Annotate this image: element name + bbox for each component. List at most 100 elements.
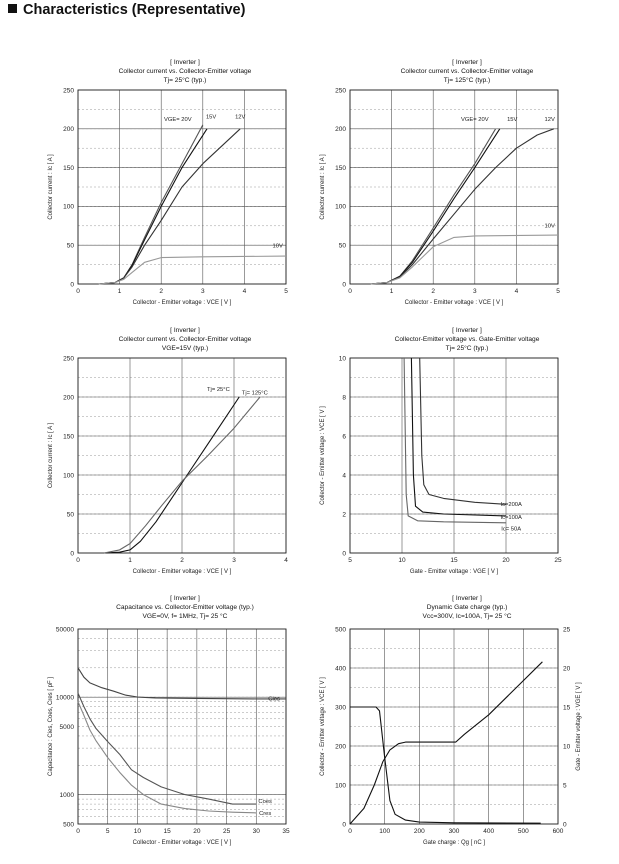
- chart-header: [ Inverter ] Collector current vs. Colle…: [70, 326, 300, 353]
- series-line: [349, 661, 543, 825]
- series-line: [77, 667, 286, 700]
- y-tick-label: 250: [63, 355, 74, 362]
- series-label: 12V: [545, 117, 555, 123]
- chart-header-line: VGE=0V, f= 1MHz, Tj= 25 °C: [142, 613, 228, 620]
- x-tick-label: 100: [379, 828, 390, 835]
- y-tick-label: 4: [342, 472, 346, 479]
- x-tick-label: 5: [284, 288, 288, 295]
- x-tick-label: 20: [193, 828, 201, 835]
- x-axis-label: Gate charge : Qg [ nC ]: [423, 840, 485, 846]
- y-tick-label: 250: [63, 87, 74, 94]
- chart-header: [ Inverter ] Dynamic Gate charge (typ.) …: [352, 594, 582, 621]
- chart-header: [ Inverter ] Collector current vs. Colle…: [352, 58, 582, 85]
- series-label: Coes: [258, 799, 272, 805]
- series-line: [403, 357, 507, 524]
- x-tick-label: 2: [180, 557, 184, 564]
- chart-header-line: [ Inverter ]: [170, 59, 200, 66]
- y-tick-label: 200: [63, 394, 74, 401]
- chart-header-line: Tj= 25°C (typ.): [445, 345, 489, 352]
- series-line: [370, 234, 559, 285]
- y-tick-label: 2: [342, 511, 346, 518]
- y-axis-label: Collector - Emitter voltage : VCE [ V ]: [320, 406, 326, 505]
- chart-plot: 0 1 2 3 4 0 50 100 150 200 250 Collector - Emitter …: [48, 355, 288, 575]
- y2-tick-label: 0: [563, 821, 567, 828]
- chart-header: [ Inverter ] Capacitance vs. Collector-E…: [70, 594, 300, 621]
- chart-header: [ Inverter ] Collector current vs. Colle…: [70, 58, 300, 85]
- y-tick-label: 200: [63, 126, 74, 133]
- page-heading: Characteristics (Representative): [8, 2, 245, 18]
- y-tick-label: 300: [335, 704, 346, 711]
- chart-c3: [ Inverter ] Collector current vs. Colle…: [30, 326, 320, 596]
- y-tick-label: 250: [335, 87, 346, 94]
- x-tick-label: 3: [232, 557, 236, 564]
- x-tick-label: 2: [431, 288, 435, 295]
- page-heading-text: Characteristics (Representative): [23, 2, 246, 18]
- grid: [77, 357, 287, 554]
- x-tick-label: 500: [518, 828, 529, 835]
- y-tick-label: 8: [342, 394, 346, 401]
- y-tick-label: 50: [67, 511, 75, 518]
- y-axis-label: Collector - Emitter voltage : VCE [ V ]: [320, 677, 326, 776]
- x-axis-label: Collector - Emitter voltage : VCE [ V ]: [133, 840, 232, 846]
- x-tick-label: 1: [128, 557, 132, 564]
- series-label: Tj= 125°C: [242, 391, 268, 397]
- heading-square-icon: [8, 4, 17, 13]
- chart-header-line: Collector current vs. Collector-Emitter …: [118, 68, 252, 75]
- series-label: Tj= 25°C: [207, 387, 230, 393]
- chart-header-line: Tj= 125°C (typ.): [443, 77, 491, 84]
- x-tick-label: 0: [76, 288, 80, 295]
- x-axis-label: Collector - Emitter voltage : VCE [ V ]: [133, 569, 232, 575]
- x-tick-label: 3: [201, 288, 205, 295]
- y2-tick-label: 5: [563, 782, 567, 789]
- y-tick-label: 50: [67, 243, 75, 250]
- y-tick-label: 1000: [60, 792, 75, 799]
- chart-header: [ Inverter ] Collector-Emitter voltage v…: [352, 326, 582, 353]
- y-tick-label: 10: [339, 355, 347, 362]
- chart-header-line: Collector current vs. Collector-Emitter …: [118, 336, 252, 343]
- y-tick-label: 400: [335, 665, 346, 672]
- y2-tick-label: 20: [563, 665, 571, 672]
- series-label: Cies: [268, 697, 280, 703]
- x-tick-label: 300: [449, 828, 460, 835]
- chart-header-line: Tj= 25°C (typ.): [163, 77, 207, 84]
- plot-frame: [77, 628, 287, 825]
- series-label: Ic=200A: [500, 502, 522, 508]
- chart-header-line: Dynamic Gate charge (typ.): [426, 604, 508, 611]
- chart-header-line: Capacitance vs. Collector-Emitter voltag…: [116, 604, 254, 611]
- x-axis-label: Collector - Emitter voltage : VCE [ V ]: [405, 300, 504, 306]
- y-tick-label: 150: [335, 165, 346, 172]
- x-axis-label: Gate - Emitter voltage : VGE [ V ]: [410, 569, 499, 575]
- chart-c4: [ Inverter ] Collector-Emitter voltage v…: [312, 326, 602, 596]
- y-tick-label: 10000: [56, 694, 74, 701]
- y-axis-label: Collector current : Ic [ A ]: [48, 154, 54, 220]
- x-tick-label: 20: [502, 557, 510, 564]
- plot-frame: [349, 357, 559, 554]
- chart-plot: 5 10 15 20 25 0 2 4 6 8 10 Gate - Emitter voltage :…: [320, 355, 562, 575]
- x-tick-label: 35: [282, 828, 290, 835]
- y-tick-label: 100: [335, 204, 346, 211]
- x-tick-label: 4: [515, 288, 519, 295]
- chart-c2: [ Inverter ] Collector current vs. Colle…: [312, 58, 602, 328]
- x-tick-label: 0: [76, 828, 80, 835]
- y-tick-label: 0: [70, 550, 74, 557]
- chart-plot: 0 5 10 15 20 25 30 35 500 1000 5000 10000 50000 Colle…: [48, 626, 290, 846]
- series-label: 12V: [235, 115, 245, 121]
- chart-c1: [ Inverter ] Collector current vs. Colle…: [30, 58, 320, 328]
- x-tick-label: 30: [253, 828, 261, 835]
- y-tick-label: 0: [342, 281, 346, 288]
- x-tick-label: 5: [556, 288, 560, 295]
- x-axis-label: Collector - Emitter voltage : VCE [ V ]: [133, 300, 232, 306]
- x-tick-label: 25: [223, 828, 231, 835]
- chart-header-line: Vcc=300V, Ic=100A, Tj= 25 °C: [422, 613, 512, 620]
- x-tick-label: 10: [398, 557, 406, 564]
- chart-header-line: Collector current vs. Collector-Emitter …: [400, 68, 534, 75]
- x-tick-label: 0: [76, 557, 80, 564]
- series-label: 15V: [206, 115, 216, 121]
- x-tick-label: 4: [284, 557, 288, 564]
- plot-frame: [349, 89, 559, 285]
- series-line: [410, 357, 507, 517]
- y-axis-label: Capacitance : Cies, Coes, Cres [ pF ]: [48, 677, 54, 776]
- x-tick-label: 10: [134, 828, 142, 835]
- chart-header-line: [ Inverter ]: [170, 327, 200, 334]
